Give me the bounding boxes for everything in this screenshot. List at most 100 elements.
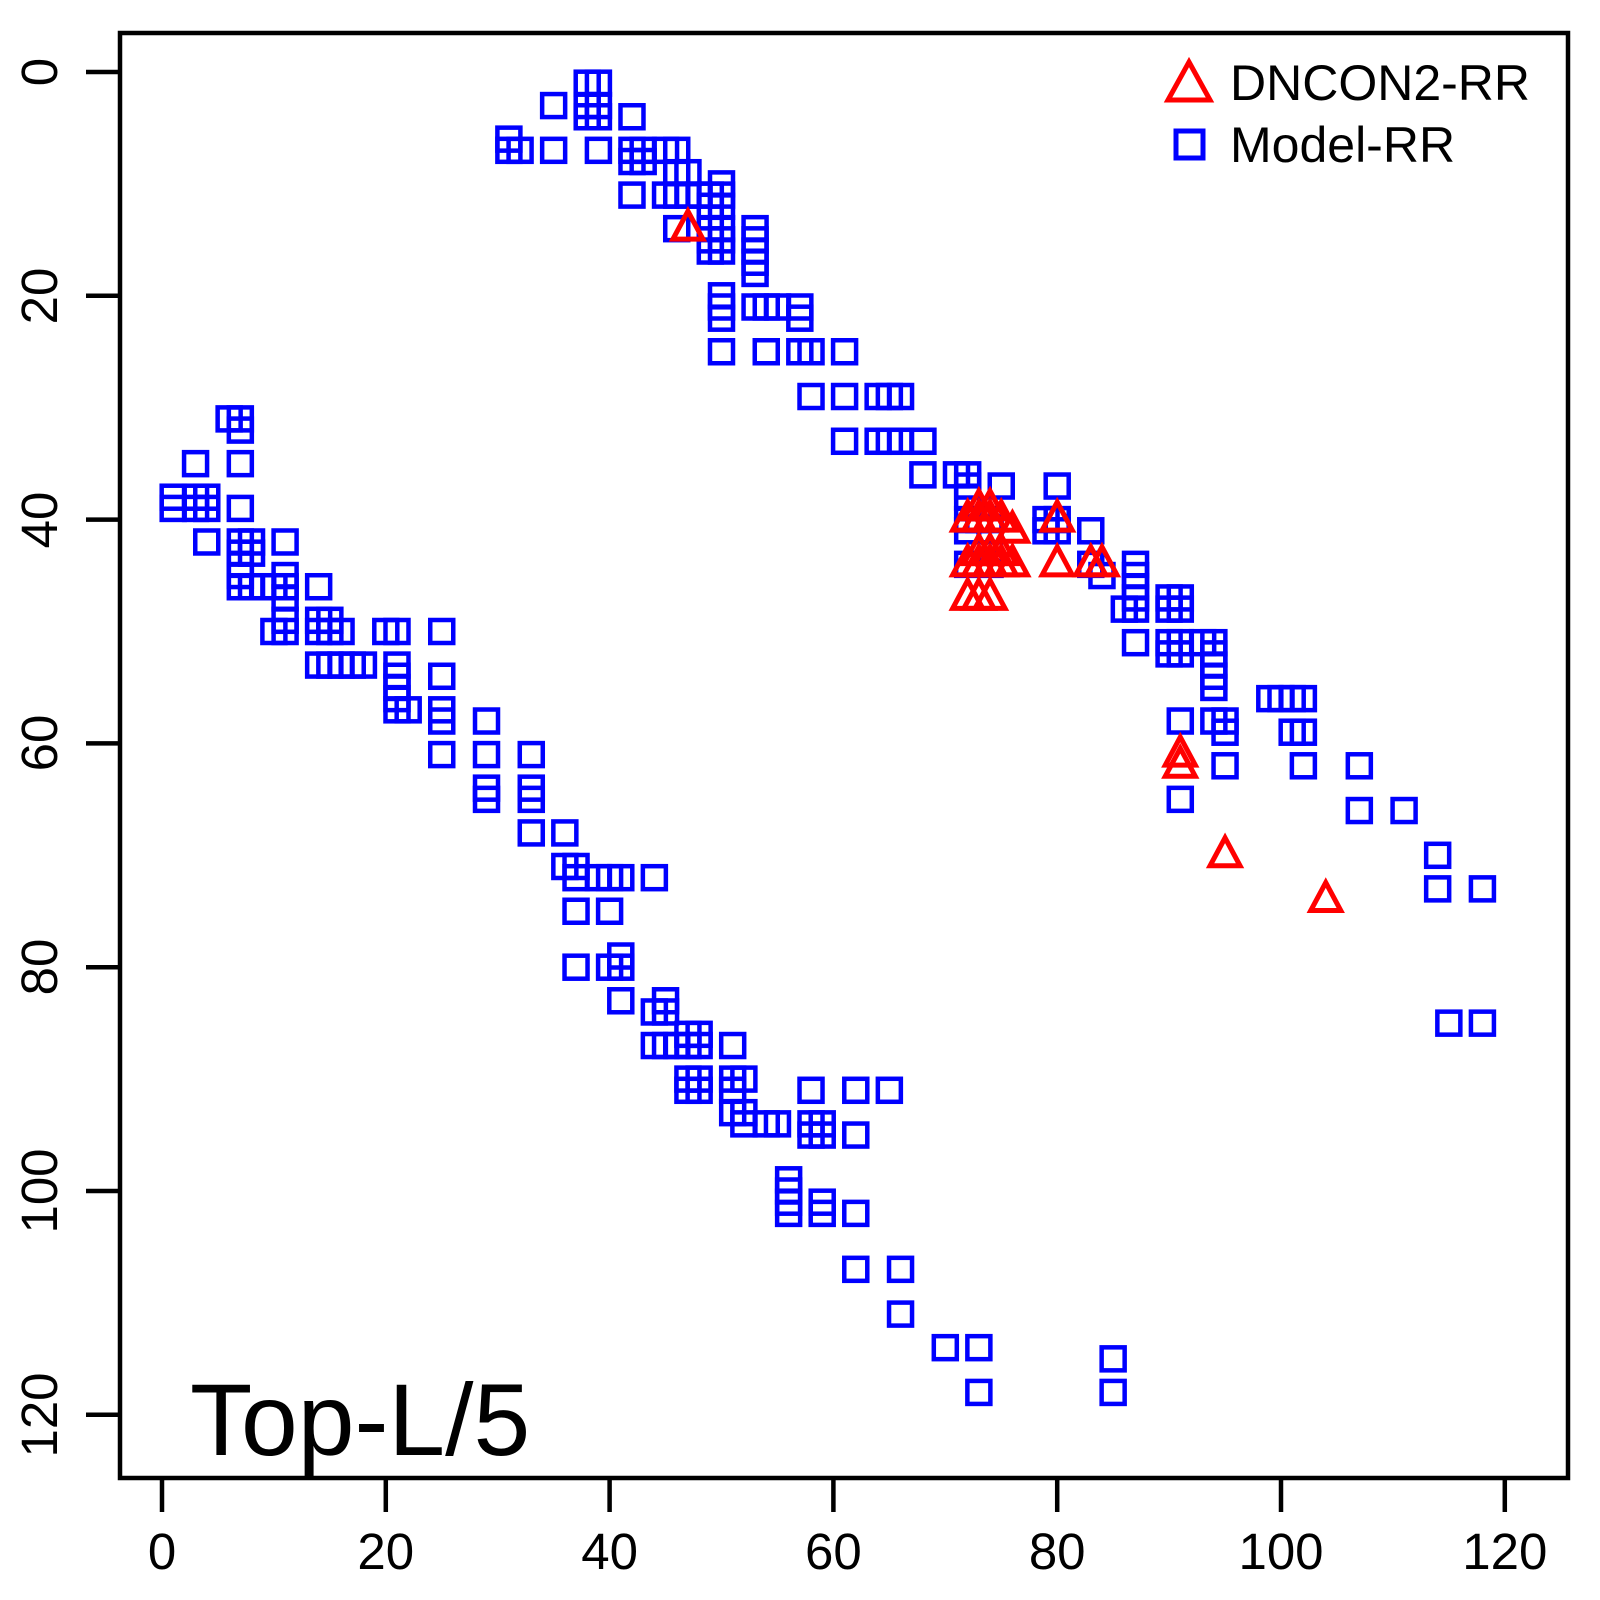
data-point-square bbox=[618, 181, 646, 209]
y-axis-tick-label: 100 bbox=[11, 1148, 68, 1234]
data-point-square bbox=[193, 494, 221, 523]
data-point-square bbox=[752, 338, 781, 366]
plot-box bbox=[117, 30, 1571, 1481]
y-axis-tick-label: 20 bbox=[11, 267, 68, 325]
data-point-square bbox=[1166, 785, 1195, 814]
data-point-square bbox=[640, 863, 669, 892]
data-point-square bbox=[1289, 752, 1318, 780]
y-axis-tick-label: 80 bbox=[11, 938, 68, 996]
data-point-square bbox=[1345, 752, 1374, 780]
data-point-square bbox=[562, 897, 590, 925]
data-point-square bbox=[931, 1333, 960, 1362]
data-point-square bbox=[383, 617, 411, 646]
data-point-square bbox=[517, 740, 546, 769]
data-point-square bbox=[1289, 684, 1318, 713]
data-point-square bbox=[685, 1076, 713, 1105]
data-point-square bbox=[1200, 673, 1228, 702]
data-point-square bbox=[1121, 628, 1150, 657]
data-point-square bbox=[875, 1076, 904, 1105]
data-point-square bbox=[539, 136, 568, 165]
data-point-square bbox=[349, 651, 378, 679]
data-point-square bbox=[584, 103, 613, 131]
data-point-square bbox=[1345, 796, 1374, 825]
x-axis-tick-label: 40 bbox=[581, 1523, 638, 1580]
data-point-square bbox=[472, 785, 501, 814]
x-axis-tick-label: 80 bbox=[1028, 1523, 1086, 1580]
data-point-square bbox=[1211, 718, 1239, 746]
data-point-triangle bbox=[1038, 541, 1077, 578]
data-point-square bbox=[428, 662, 456, 691]
data-point-square bbox=[842, 1255, 870, 1284]
data-point-square bbox=[1423, 841, 1452, 870]
data-point-square bbox=[797, 382, 825, 411]
data-point-triangle bbox=[993, 541, 1032, 578]
legend-item-model: Model-RR bbox=[1160, 114, 1530, 176]
data-point-square bbox=[909, 427, 937, 456]
legend-item-dncon2: DNCON2-RR bbox=[1160, 52, 1530, 114]
data-point-square bbox=[774, 1199, 803, 1228]
data-point-square bbox=[562, 953, 590, 981]
data-point-square bbox=[193, 528, 221, 556]
x-axis-tick-label: 120 bbox=[1462, 1523, 1548, 1580]
data-point-triangle bbox=[1205, 832, 1245, 869]
data-point-square bbox=[1211, 752, 1239, 780]
data-point-square bbox=[1043, 472, 1071, 500]
data-point-square bbox=[629, 147, 657, 176]
data-point-square bbox=[304, 572, 333, 601]
data-point-square bbox=[607, 863, 635, 892]
data-point-square bbox=[808, 1199, 836, 1228]
data-point-square bbox=[181, 449, 210, 478]
data-point-square bbox=[886, 382, 915, 411]
x-axis-tick-label: 60 bbox=[805, 1523, 862, 1580]
data-point-square bbox=[517, 819, 546, 847]
y-axis-tick-label: 0 bbox=[11, 57, 68, 87]
data-point-square bbox=[830, 427, 859, 456]
data-point-square bbox=[517, 785, 546, 814]
data-point-square bbox=[707, 338, 736, 366]
data-point-square bbox=[551, 819, 579, 847]
data-point-triangle bbox=[1161, 742, 1200, 779]
legend-label-dncon2: DNCON2-RR bbox=[1230, 55, 1530, 111]
data-point-square bbox=[886, 1300, 915, 1328]
data-point-square bbox=[1468, 875, 1497, 903]
data-point-square bbox=[718, 1031, 747, 1060]
data-point-square bbox=[506, 136, 534, 165]
data-point-square bbox=[707, 304, 736, 332]
data-point-square bbox=[226, 449, 255, 478]
data-point-square bbox=[271, 528, 299, 556]
data-point-square bbox=[741, 259, 769, 288]
legend: DNCON2-RR Model-RR bbox=[1160, 52, 1530, 176]
data-point-square bbox=[797, 1076, 825, 1105]
data-point-square bbox=[842, 1076, 870, 1105]
data-point-square bbox=[1077, 517, 1105, 545]
data-point-square bbox=[1099, 1378, 1127, 1407]
data-point-square bbox=[797, 338, 825, 366]
data-point-square bbox=[965, 1333, 993, 1362]
data-point-square bbox=[1289, 718, 1318, 746]
data-point-square bbox=[842, 1199, 870, 1228]
data-point-square bbox=[965, 1378, 993, 1407]
data-point-square bbox=[1099, 1345, 1127, 1373]
data-point-square bbox=[327, 617, 355, 646]
data-point-triangle bbox=[1038, 496, 1077, 533]
data-point-triangle bbox=[970, 575, 1010, 611]
data-point-square bbox=[472, 740, 501, 769]
data-point-triangle bbox=[993, 507, 1032, 544]
plot-annotation-title: Top-L/5 bbox=[190, 1363, 531, 1477]
data-point-square bbox=[707, 237, 736, 265]
data-point-square bbox=[1110, 595, 1139, 623]
data-point-square bbox=[607, 987, 635, 1015]
legend-label-model: Model-RR bbox=[1230, 117, 1456, 173]
data-point-square bbox=[830, 382, 859, 411]
data-point-square bbox=[1166, 595, 1195, 623]
y-axis-tick-label: 40 bbox=[11, 491, 68, 548]
data-point-square bbox=[808, 1121, 836, 1149]
y-axis-tick-label: 120 bbox=[11, 1372, 68, 1458]
data-point-square bbox=[428, 707, 456, 735]
data-point-square bbox=[1468, 1009, 1497, 1037]
data-point-square bbox=[685, 1031, 713, 1060]
data-point-square bbox=[394, 696, 422, 724]
data-point-square bbox=[786, 304, 814, 332]
